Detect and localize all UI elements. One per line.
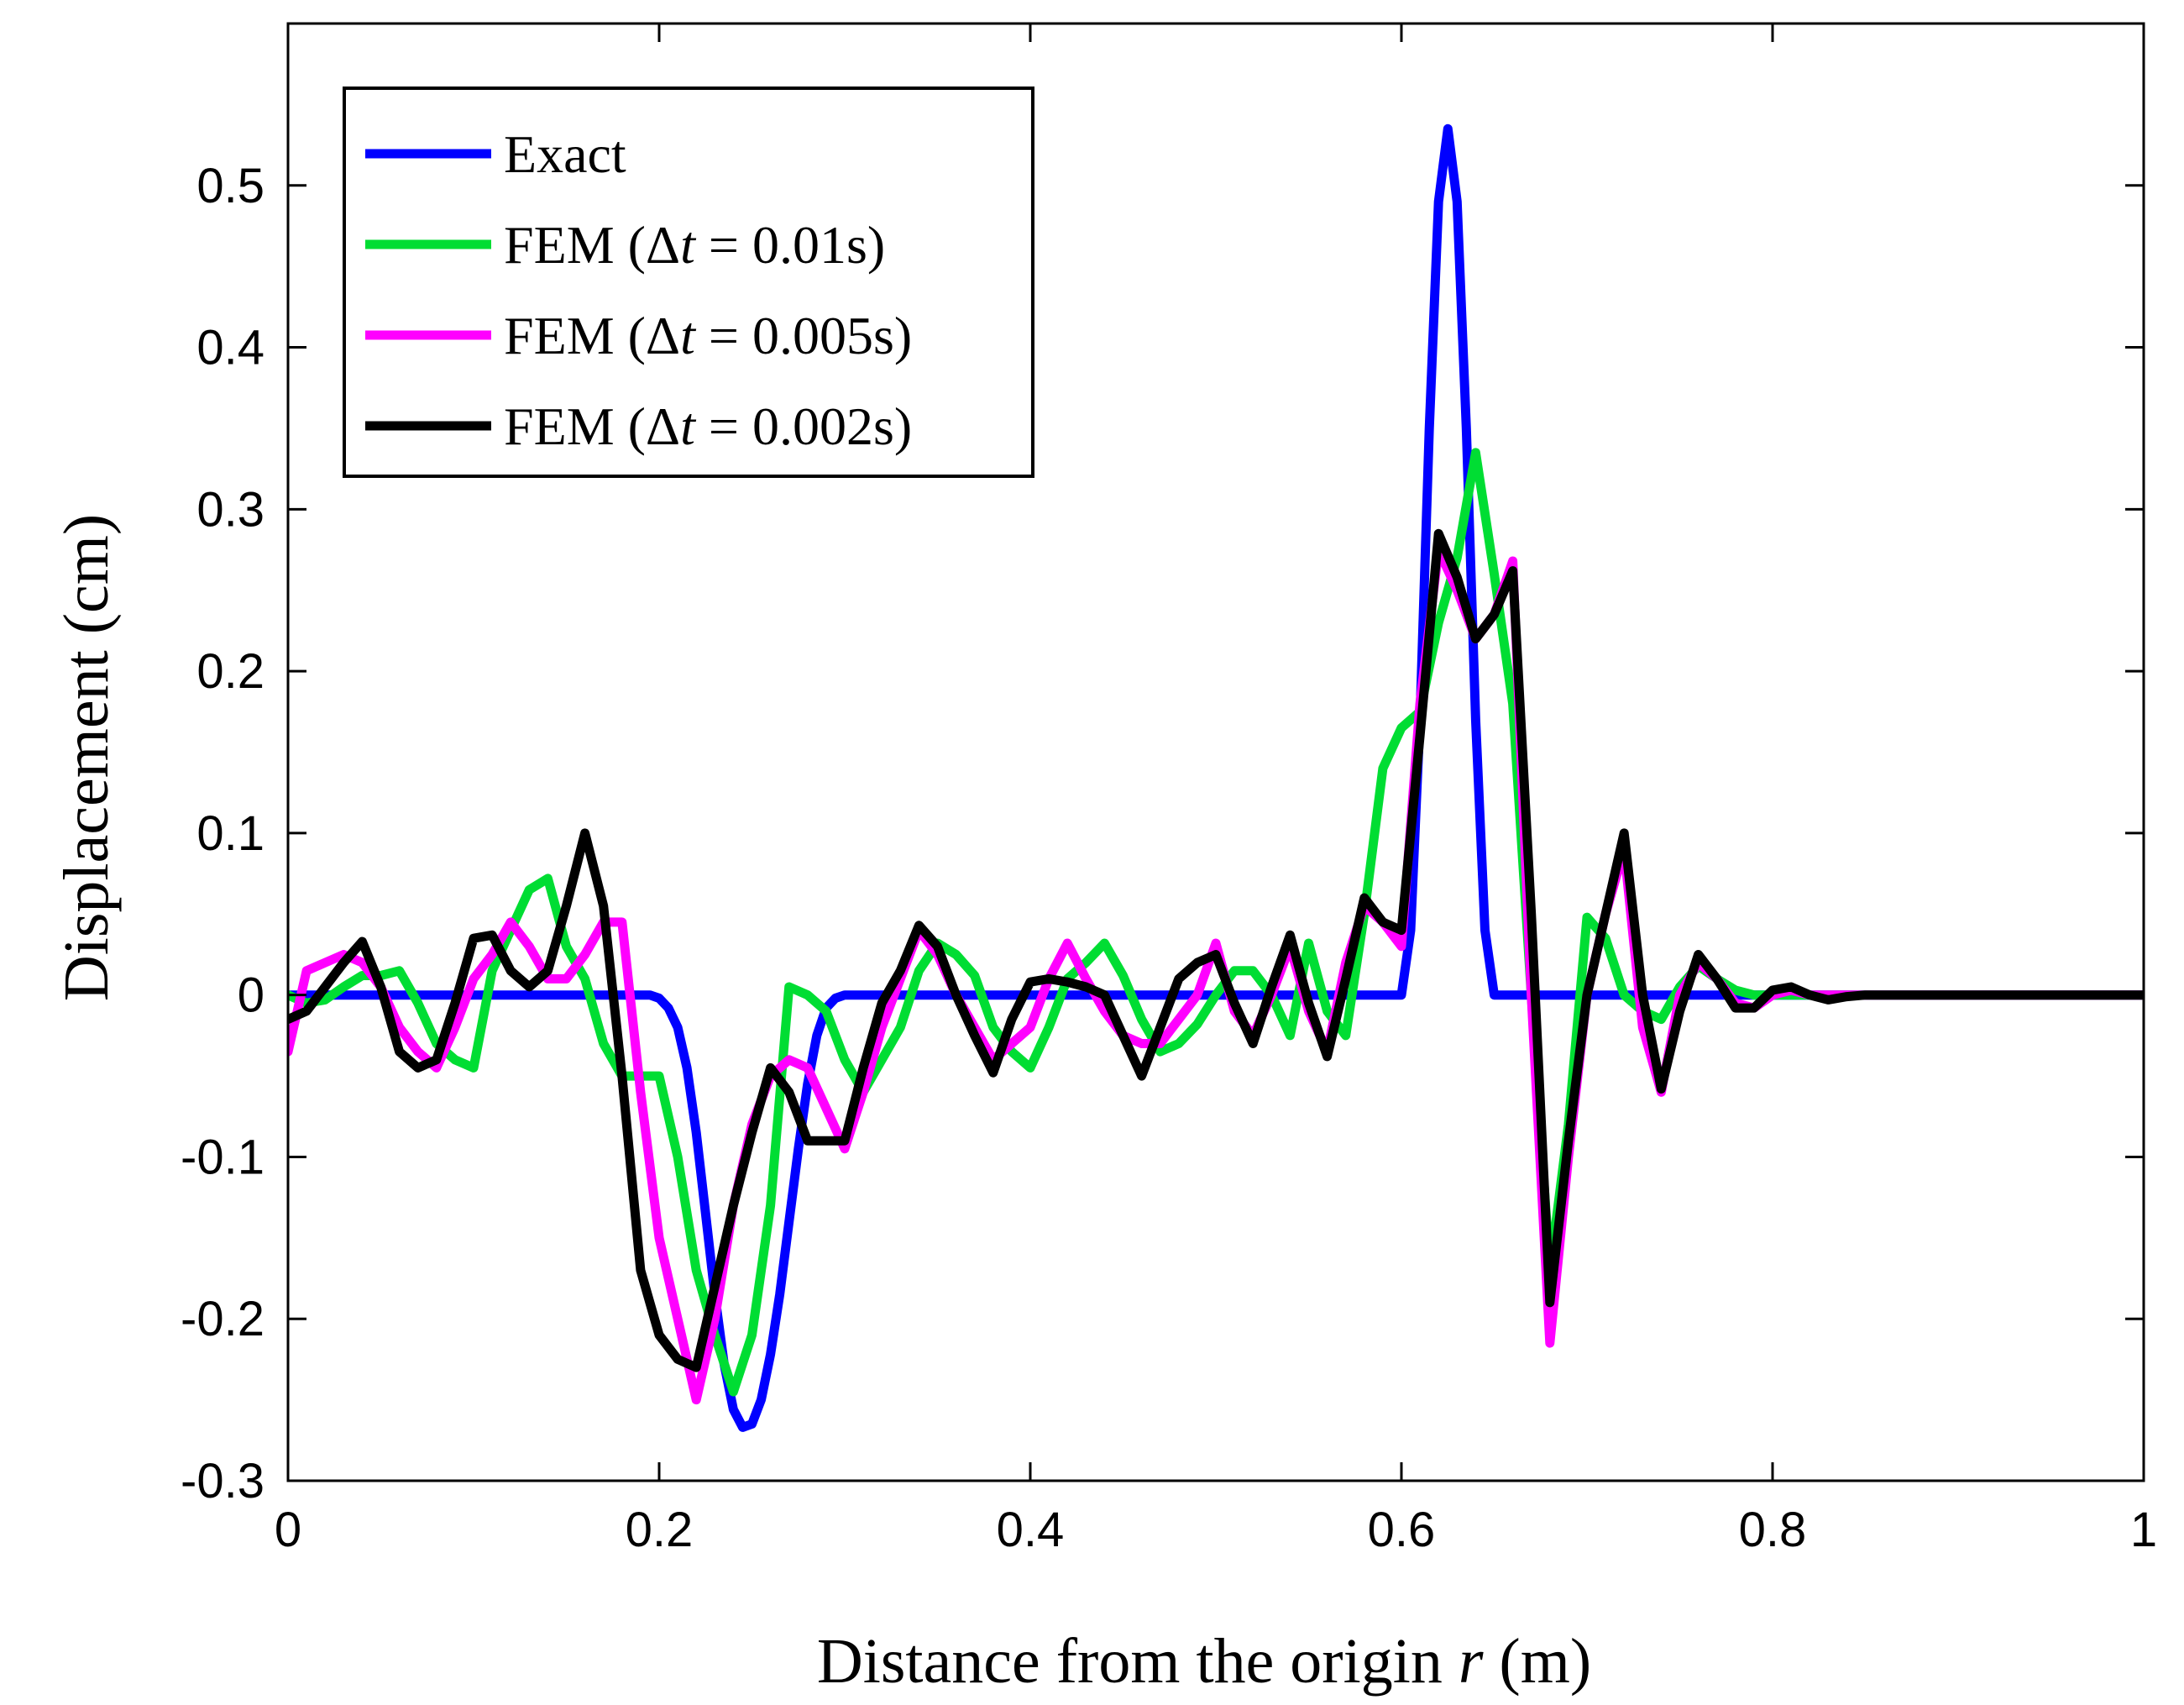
x-axis-title-variable: r xyxy=(1459,1626,1484,1697)
legend: Exact FEM (Δt = 0.01s) FEM (Δt = 0.005s) FE… xyxy=(343,87,1034,478)
y-tick-label: -0.3 xyxy=(181,1454,264,1508)
series-line-1 xyxy=(288,123,2144,1432)
legend-box xyxy=(343,87,1034,478)
x-axis-title-part-2: (m) xyxy=(1483,1626,1591,1697)
y-tick-label: 0 xyxy=(238,968,264,1023)
series-line-4 xyxy=(288,528,2144,1372)
y-axis-title: Displacement (cm) xyxy=(51,514,122,1001)
series-layer xyxy=(288,123,2144,1432)
y-tick-label: 0.3 xyxy=(196,482,264,537)
ticks-layer: 0 0.2 0.4 0.6 0.8 1 -0.3 -0.2 -0.1 0 0.1 0.2 0.3 0.4 0… xyxy=(181,24,2157,1557)
x-tick-label: 0.6 xyxy=(1368,1503,1436,1557)
legend-label-4: FEM (Δt = 0.002s) xyxy=(504,396,912,456)
x-tick-label: 0 xyxy=(275,1503,301,1557)
legend-label-2: FEM (Δt = 0.01s) xyxy=(504,215,885,275)
x-tick-label: 0.4 xyxy=(997,1503,1065,1557)
y-tick-label: -0.2 xyxy=(181,1292,264,1346)
y-tick-label: 0.5 xyxy=(196,159,264,213)
legend-label-3: FEM (Δt = 0.005s) xyxy=(504,306,912,365)
plot-area-frame xyxy=(286,22,2145,1482)
x-axis-title: Distance from the origin r (m) xyxy=(817,1626,1591,1697)
x-tick-label: 0.8 xyxy=(1739,1503,1807,1557)
x-tick-label: 0.2 xyxy=(626,1503,694,1557)
y-tick-label: -0.1 xyxy=(181,1130,264,1184)
x-axis-title-part-1: Distance from the origin xyxy=(817,1626,1459,1697)
legend-label-1: Exact xyxy=(504,124,626,184)
y-tick-label: 0.1 xyxy=(196,806,264,861)
axes-layer xyxy=(286,22,2145,1482)
y-tick-label: 0.2 xyxy=(196,644,264,699)
x-tick-label: 1 xyxy=(2130,1503,2157,1557)
y-tick-label: 0.4 xyxy=(196,321,264,375)
